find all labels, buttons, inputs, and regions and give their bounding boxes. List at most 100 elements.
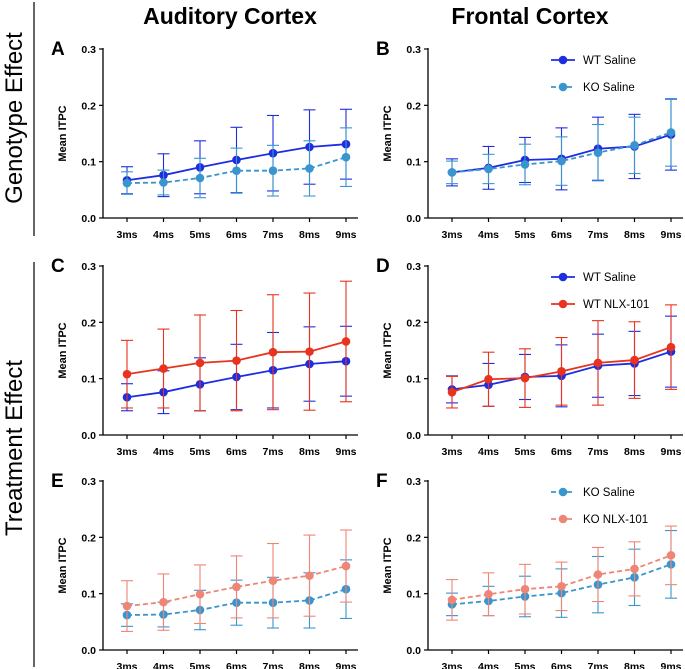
- data-point: [447, 168, 457, 177]
- x-tick-label: 9ms: [660, 446, 681, 458]
- legend: WT Saline KO Saline: [551, 55, 636, 94]
- x-tick-label: 9ms: [335, 229, 356, 241]
- x-tick-label: 7ms: [587, 446, 608, 458]
- x-tick-label: 3ms: [116, 661, 137, 669]
- chart-panel-c: C 0.0 0.1 0.2 0.3 3ms 4ms 5ms 6ms 7ms 8ms 9ms Mean I…: [51, 256, 358, 458]
- legend: KO Saline KO NLX-101: [551, 487, 648, 526]
- panel-label: B: [376, 39, 390, 60]
- x-tick-label: 4ms: [153, 661, 174, 669]
- panel-label: E: [51, 471, 64, 492]
- data-point: [447, 387, 457, 397]
- legend-label: KO Saline: [583, 82, 635, 94]
- x-tick-label: 5ms: [514, 661, 535, 669]
- x-tick-label: 6ms: [226, 446, 247, 458]
- x-tick-label: 9ms: [660, 661, 681, 669]
- data-point: [593, 358, 603, 368]
- column-title-auditory: Auditory Cortex: [143, 3, 317, 29]
- legend-marker: [558, 487, 568, 497]
- data-point: [520, 373, 530, 383]
- x-tick-label: 8ms: [299, 661, 320, 669]
- series-ko-nlx-101: [121, 529, 352, 632]
- y-tick-label: 0.1: [406, 374, 421, 386]
- panel-label: D: [376, 256, 390, 277]
- legend-label: KO NLX-101: [583, 514, 648, 526]
- data-point: [593, 570, 603, 579]
- y-tick-label: 0.0: [406, 645, 421, 657]
- data-point: [666, 551, 676, 560]
- y-tick-label: 0.3: [81, 476, 96, 488]
- y-axis-label: Mean ITPC: [382, 537, 394, 593]
- chart-panel-f: F 0.0 0.1 0.2 0.3 3ms 4ms 5ms 6ms 7ms 8ms 9ms Mean I…: [376, 471, 683, 669]
- row-title-genotype: Genotype Effect: [1, 32, 28, 204]
- data-point: [630, 141, 639, 150]
- y-tick-label: 0.3: [81, 44, 96, 56]
- legend-marker: [558, 514, 568, 524]
- data-point: [195, 589, 205, 599]
- data-point: [268, 576, 278, 586]
- data-point: [593, 148, 603, 157]
- legend-marker: [558, 272, 568, 282]
- y-axis-label: Mean ITPC: [382, 105, 394, 161]
- data-point: [341, 337, 351, 346]
- data-point: [159, 178, 168, 187]
- x-tick-label: 8ms: [299, 229, 320, 241]
- chart-panel-b: B 0.0 0.1 0.2 0.3 3ms 4ms 5ms 6ms 7ms 8ms 9ms Mean I…: [376, 39, 683, 241]
- legend-marker: [558, 82, 568, 92]
- y-tick-label: 0.2: [81, 100, 96, 112]
- data-point: [305, 347, 314, 356]
- x-tick-label: 5ms: [514, 446, 535, 458]
- chart-panel-e: E 0.0 0.1 0.2 0.3 3ms 4ms 5ms 6ms 7ms 8ms 9ms Mean I…: [51, 471, 358, 669]
- data-point: [557, 582, 566, 591]
- legend-label: KO Saline: [583, 487, 635, 499]
- x-tick-label: 9ms: [660, 229, 681, 241]
- data-point: [484, 589, 493, 599]
- data-point: [232, 582, 241, 592]
- x-tick-label: 5ms: [189, 229, 210, 241]
- column-title-frontal: Frontal Cortex: [451, 3, 608, 29]
- x-tick-label: 8ms: [299, 446, 320, 458]
- y-tick-label: 0.1: [81, 589, 96, 601]
- data-point: [447, 595, 457, 605]
- y-tick-label: 0.3: [406, 476, 421, 488]
- legend-marker: [558, 299, 568, 309]
- data-point: [630, 564, 639, 574]
- x-tick-label: 7ms: [587, 661, 608, 669]
- data-point: [268, 166, 278, 175]
- legend-label: WT Saline: [583, 55, 636, 67]
- series-ko-nlx-101: [446, 525, 677, 621]
- panel-label: F: [376, 471, 388, 492]
- series-wt-nlx-101: [446, 304, 677, 409]
- data-point: [268, 347, 278, 357]
- row-title-treatment: Treatment Effect: [1, 360, 28, 536]
- y-tick-label: 0.2: [406, 532, 421, 544]
- data-point: [305, 571, 314, 580]
- legend-label: WT NLX-101: [583, 299, 649, 311]
- x-tick-label: 6ms: [551, 229, 572, 241]
- data-point: [341, 561, 351, 571]
- x-tick-label: 6ms: [226, 661, 247, 669]
- data-point: [484, 164, 493, 174]
- y-tick-label: 0.1: [81, 157, 96, 169]
- x-tick-label: 6ms: [551, 661, 572, 669]
- y-tick-label: 0.0: [406, 430, 421, 442]
- data-point: [666, 342, 676, 352]
- x-tick-label: 6ms: [226, 229, 247, 241]
- data-point: [557, 367, 566, 376]
- x-tick-label: 4ms: [478, 229, 499, 241]
- x-tick-label: 5ms: [189, 446, 210, 458]
- x-tick-label: 3ms: [441, 229, 462, 241]
- data-point: [557, 156, 566, 166]
- y-tick-label: 0.2: [81, 317, 96, 329]
- data-point: [195, 358, 205, 368]
- data-point: [195, 173, 205, 183]
- y-tick-label: 0.2: [406, 100, 421, 112]
- x-tick-label: 7ms: [587, 229, 608, 241]
- y-axis-label: Mean ITPC: [382, 322, 394, 378]
- data-point: [666, 128, 676, 137]
- x-tick-label: 7ms: [262, 661, 283, 669]
- x-tick-label: 4ms: [478, 446, 499, 458]
- panel-label: C: [51, 256, 65, 277]
- x-tick-label: 4ms: [153, 446, 174, 458]
- y-tick-label: 0.2: [81, 532, 96, 544]
